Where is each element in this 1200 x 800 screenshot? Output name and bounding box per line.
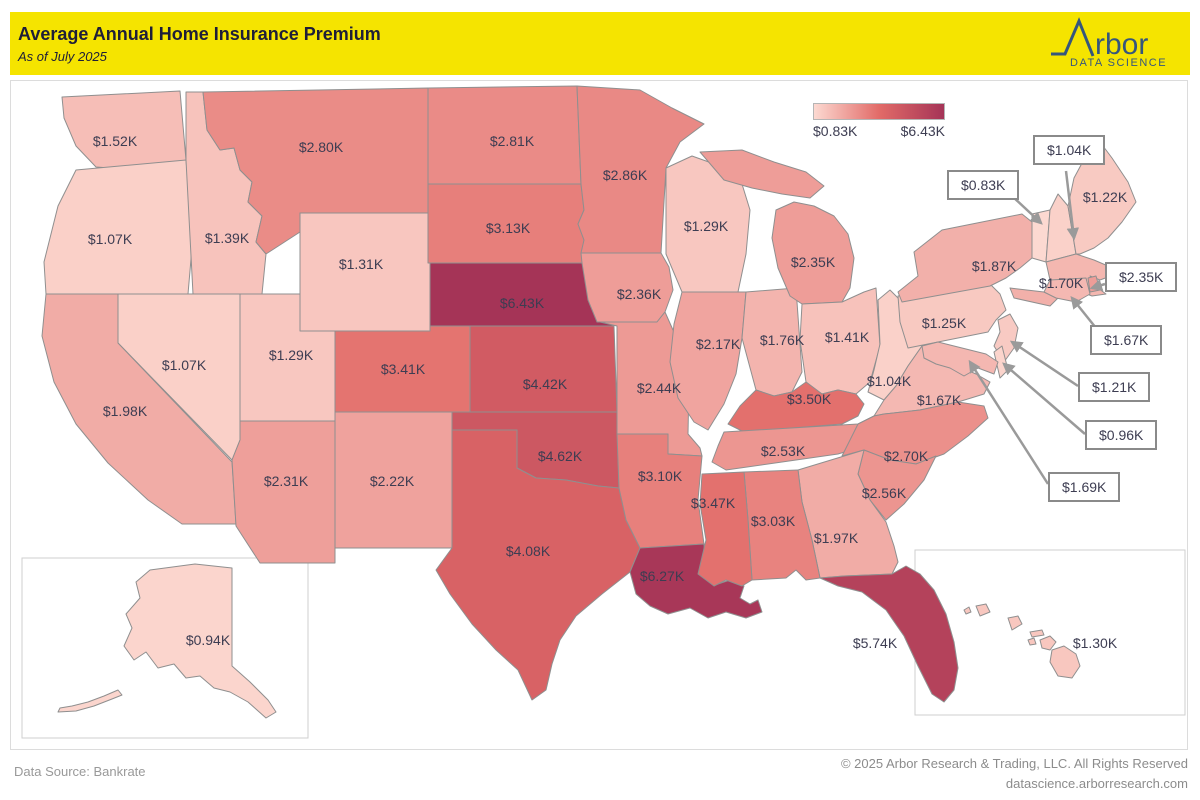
copyright-text: © 2025 Arbor Research & Trading, LLC. Al… <box>840 756 1188 771</box>
state-alaska[interactable] <box>123 563 277 719</box>
callout-maryland: $1.69K <box>1048 472 1121 502</box>
state-ohio[interactable] <box>799 287 881 395</box>
state-hawaii-big-island[interactable] <box>1049 645 1081 679</box>
data-source-note: Data Source: Bankrate <box>14 764 146 779</box>
state-texas[interactable] <box>435 429 641 701</box>
legend-max-label: $6.43K <box>900 123 945 139</box>
state-new-york[interactable] <box>897 213 1033 303</box>
callout-new-hampshire: $1.04K <box>1033 135 1106 165</box>
callout-new-jersey: $1.21K <box>1078 372 1151 402</box>
logo-tagline: DATA SCIENCE <box>1070 57 1167 67</box>
header-bar: Average Annual Home Insurance Premium As… <box>10 12 1190 75</box>
callout-vermont: $0.83K <box>947 170 1020 200</box>
state-michigan-upper[interactable] <box>699 149 825 199</box>
website-text: datascience.arborresearch.com <box>1005 776 1188 791</box>
state-new-york-long-island[interactable] <box>1009 287 1059 307</box>
callout-rhode-island: $2.35K <box>1105 262 1178 292</box>
state-north-dakota[interactable] <box>427 85 582 185</box>
state-michigan[interactable] <box>771 201 855 305</box>
logo-brand-text: rbor <box>1095 28 1148 61</box>
state-alaska-aleutians[interactable] <box>57 689 123 713</box>
state-california[interactable] <box>41 293 237 525</box>
callout-delaware: $0.96K <box>1085 420 1158 450</box>
state-hawaii-niihau[interactable] <box>963 606 972 615</box>
state-florida[interactable] <box>819 565 959 703</box>
page-subtitle: As of July 2025 <box>18 48 107 64</box>
state-hawaii-lanai[interactable] <box>1027 637 1037 646</box>
state-wyoming[interactable] <box>299 212 431 332</box>
state-arizona[interactable] <box>231 420 336 564</box>
header-titles: Average Annual Home Insurance Premium As… <box>18 23 381 64</box>
state-mississippi[interactable] <box>697 471 753 587</box>
state-wisconsin[interactable] <box>665 155 751 293</box>
arbor-logo: rbor DATA SCIENCE <box>1048 15 1176 72</box>
callout-connecticut: $1.67K <box>1090 325 1163 355</box>
state-kansas[interactable] <box>469 325 618 413</box>
color-legend: $0.83K $6.43K <box>813 103 945 139</box>
legend-min-label: $0.83K <box>813 123 858 139</box>
footer: Data Source: Bankrate © 2025 Arbor Resea… <box>10 752 1190 796</box>
state-shapes <box>41 85 1137 719</box>
arbor-logo-graphic: rbor DATA SCIENCE <box>1051 17 1167 69</box>
legend-gradient-bar <box>813 103 945 120</box>
state-iowa[interactable] <box>580 252 674 323</box>
state-new-mexico[interactable] <box>334 411 453 549</box>
page-title: Average Annual Home Insurance Premium <box>18 24 381 45</box>
state-hawaii-maui[interactable] <box>1039 635 1057 651</box>
state-colorado[interactable] <box>334 325 471 413</box>
state-kentucky[interactable] <box>727 381 865 433</box>
state-hawaii-oahu[interactable] <box>1007 615 1023 631</box>
state-hawaii-molokai[interactable] <box>1029 629 1045 638</box>
state-south-dakota[interactable] <box>427 183 585 264</box>
state-hawaii-kauai[interactable] <box>975 603 991 617</box>
state-arkansas[interactable] <box>616 433 705 549</box>
logo-peak-icon <box>1051 17 1095 57</box>
